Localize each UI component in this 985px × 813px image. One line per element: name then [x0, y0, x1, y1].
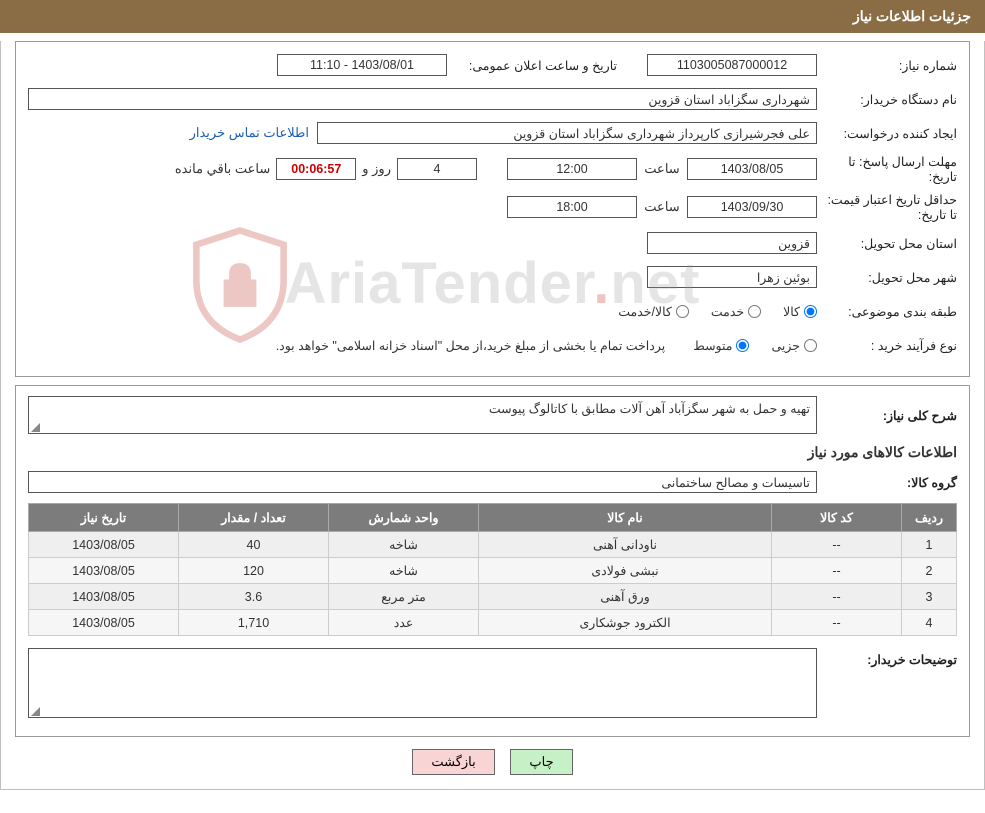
table-cell: 1,710 [179, 610, 329, 636]
table-row: 3--ورق آهنیمتر مربع3.61403/08/05 [29, 584, 957, 610]
outer-container: شماره نیاز: 1103005087000012 تاریخ و ساع… [0, 41, 985, 790]
reply-time: 12:00 [507, 158, 637, 180]
table-cell: -- [772, 584, 902, 610]
back-button[interactable]: بازگشت [412, 749, 494, 775]
table-cell: 1403/08/05 [29, 584, 179, 610]
need-no-label: شماره نیاز: [817, 58, 957, 73]
goods-panel: شرح کلی نیاز: تهیه و حمل به شهر سگزآباد … [15, 385, 970, 737]
button-row: چاپ بازگشت [1, 749, 984, 775]
goods-section-title: اطلاعات کالاهای مورد نیاز [28, 444, 957, 461]
th-row: ردیف [902, 504, 957, 532]
table-row: 1--ناودانی آهنیشاخه401403/08/05 [29, 532, 957, 558]
delivery-city: بوئین زهرا [647, 266, 817, 288]
cls-service-radio[interactable] [748, 305, 761, 318]
process-radios: جزیی متوسط [675, 338, 817, 353]
remaining-label: ساعت باقي مانده [175, 161, 270, 177]
header-title: جزئیات اطلاعات نیاز [853, 8, 971, 24]
table-header-row: ردیف کد کالا نام کالا واحد شمارش تعداد /… [29, 504, 957, 532]
cls-goods-service-radio[interactable] [676, 305, 689, 318]
table-cell: -- [772, 558, 902, 584]
table-cell: 4 [902, 610, 957, 636]
cls-goods-option[interactable]: کالا [783, 304, 817, 319]
th-unit: واحد شمارش [329, 504, 479, 532]
buyer-org-value: شهرداری سگزاباد استان قزوین [28, 88, 817, 110]
cls-service-option[interactable]: خدمت [711, 304, 761, 319]
proc-medium-option[interactable]: متوسط [693, 338, 749, 353]
announce-label: تاریخ و ساعت اعلان عمومی: [447, 58, 617, 73]
time-label-2: ساعت [637, 199, 687, 215]
process-label: نوع فرآیند خرید : [817, 338, 957, 353]
th-name: نام کالا [479, 504, 772, 532]
proc-minor-option[interactable]: جزیی [771, 338, 817, 353]
info-panel: شماره نیاز: 1103005087000012 تاریخ و ساع… [15, 41, 970, 377]
table-cell: نبشی فولادی [479, 558, 772, 584]
requester-value: علی فجرشیرازی کارپرداز شهرداری سگزاباد ا… [317, 122, 817, 144]
need-desc-box[interactable]: تهیه و حمل به شهر سگزآباد آهن آلات مطابق… [28, 396, 817, 434]
table-cell: شاخه [329, 532, 479, 558]
requester-label: ایجاد کننده درخواست: [817, 126, 957, 141]
countdown: 00:06:57 [276, 158, 356, 180]
table-cell: عدد [329, 610, 479, 636]
need-no-value: 1103005087000012 [647, 54, 817, 76]
delivery-prov-label: استان محل تحویل: [817, 236, 957, 251]
table-cell: 3 [902, 584, 957, 610]
group-value: تاسیسات و مصالح ساختمانی [28, 471, 817, 493]
page-header: جزئیات اطلاعات نیاز [0, 0, 985, 33]
classification-label: طبقه بندی موضوعی: [817, 304, 957, 319]
proc-minor-radio[interactable] [804, 339, 817, 352]
table-cell: ورق آهنی [479, 584, 772, 610]
th-qty: تعداد / مقدار [179, 504, 329, 532]
table-cell: متر مربع [329, 584, 479, 610]
resize-handle-icon[interactable] [30, 706, 40, 716]
process-note: پرداخت تمام یا بخشی از مبلغ خرید،از محل … [276, 338, 666, 353]
reply-deadline-label: مهلت ارسال پاسخ: تا تاریخ: [817, 154, 957, 184]
need-desc: تهیه و حمل به شهر سگزآباد آهن آلات مطابق… [489, 402, 810, 416]
classification-radios: کالا خدمت کالا/خدمت [600, 304, 817, 319]
table-cell: -- [772, 610, 902, 636]
contact-link[interactable]: اطلاعات تماس خریدار [190, 125, 309, 141]
buyer-org-label: نام دستگاه خریدار: [817, 92, 957, 107]
table-cell: 40 [179, 532, 329, 558]
table-cell: 1403/08/05 [29, 610, 179, 636]
table-cell: 1403/08/05 [29, 558, 179, 584]
days-value: 4 [397, 158, 477, 180]
table-row: 2--نبشی فولادیشاخه1201403/08/05 [29, 558, 957, 584]
table-row: 4--الکترود جوشکاریعدد1,7101403/08/05 [29, 610, 957, 636]
table-cell: 1 [902, 532, 957, 558]
cls-goods-service-option[interactable]: کالا/خدمت [618, 304, 689, 319]
price-date: 1403/09/30 [687, 196, 817, 218]
table-cell: 1403/08/05 [29, 532, 179, 558]
price-validity-label: حداقل تاریخ اعتبار قیمت: تا تاریخ: [817, 192, 957, 222]
days-and-label: روز و [362, 161, 391, 177]
table-cell: 3.6 [179, 584, 329, 610]
print-button[interactable]: چاپ [510, 749, 572, 775]
proc-medium-radio[interactable] [736, 339, 749, 352]
reply-date: 1403/08/05 [687, 158, 817, 180]
th-date: تاریخ نیاز [29, 504, 179, 532]
delivery-prov: قزوین [647, 232, 817, 254]
need-desc-label: شرح کلی نیاز: [817, 408, 957, 423]
table-cell: ناودانی آهنی [479, 532, 772, 558]
table-cell: الکترود جوشکاری [479, 610, 772, 636]
goods-table: ردیف کد کالا نام کالا واحد شمارش تعداد /… [28, 503, 957, 636]
buyer-notes-box[interactable] [28, 648, 817, 718]
resize-handle-icon[interactable] [30, 422, 40, 432]
table-cell: شاخه [329, 558, 479, 584]
cls-goods-radio[interactable] [804, 305, 817, 318]
buyer-notes-label: توضیحات خریدار: [817, 648, 957, 667]
announce-value: 1403/08/01 - 11:10 [277, 54, 447, 76]
table-cell: -- [772, 532, 902, 558]
table-cell: 120 [179, 558, 329, 584]
price-time: 18:00 [507, 196, 637, 218]
table-cell: 2 [902, 558, 957, 584]
th-code: کد کالا [772, 504, 902, 532]
delivery-city-label: شهر محل تحویل: [817, 270, 957, 285]
time-label-1: ساعت [637, 161, 687, 177]
group-label: گروه کالا: [817, 475, 957, 490]
